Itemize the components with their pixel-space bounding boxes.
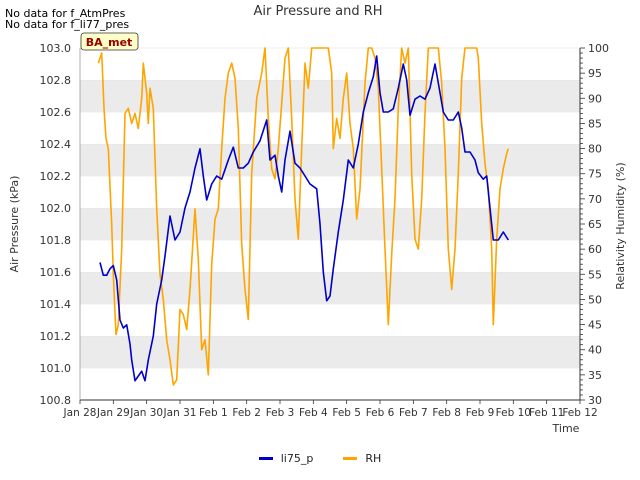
grid-band <box>80 272 580 304</box>
x-tick-label: Feb 8 <box>432 407 461 419</box>
x-tick-label: Feb 12 <box>562 407 597 419</box>
left-tick-label: 101.2 <box>40 330 72 343</box>
right-tick-label: 100 <box>588 42 609 55</box>
x-axis-label: Time <box>552 422 580 435</box>
x-tick-label: Feb 2 <box>232 407 261 419</box>
left-tick-label: 102.0 <box>40 202 72 215</box>
right-tick-label: 45 <box>588 319 602 332</box>
left-axis-label: Air Pressure (kPa) <box>8 176 21 273</box>
grid-band <box>80 304 580 336</box>
right-tick-label: 35 <box>588 369 602 382</box>
grid-band <box>80 112 580 144</box>
right-tick-label: 65 <box>588 218 602 231</box>
grid-band <box>80 80 580 112</box>
x-tick-label: Feb 4 <box>299 407 328 419</box>
x-tick-label: Feb 9 <box>466 407 495 419</box>
right-tick-label: 50 <box>588 293 602 306</box>
right-tick-label: 55 <box>588 268 602 281</box>
left-tick-label: 102.8 <box>40 74 72 87</box>
left-tick-label: 101.6 <box>40 266 72 279</box>
grid-band <box>80 240 580 272</box>
legend-item-rh: RH <box>343 452 381 465</box>
legend-swatch-rh <box>343 457 358 460</box>
x-tick-label: Feb 6 <box>366 407 395 419</box>
background-bands <box>80 47 580 400</box>
right-tick-label: 75 <box>588 168 602 181</box>
x-tick-label: Feb 11 <box>529 407 564 419</box>
series-line-pressure <box>99 55 509 382</box>
left-tick-label: 102.6 <box>40 106 72 119</box>
right-tick-label: 90 <box>588 92 602 105</box>
x-tick-label: Feb 5 <box>332 407 361 419</box>
right-tick-label: 30 <box>588 394 602 407</box>
right-tick-label: 60 <box>588 243 602 256</box>
left-tick-label: 102.4 <box>40 138 72 151</box>
station-badge: BA_met <box>80 32 139 51</box>
right-tick-label: 95 <box>588 67 602 80</box>
x-tick-label: Feb 1 <box>199 407 228 419</box>
x-tick-label: Feb 7 <box>399 407 428 419</box>
left-tick-label: 102.2 <box>40 170 72 183</box>
no-data-note-atmpres: No data for f_AtmPres <box>5 7 126 20</box>
legend: li75_p RH <box>0 452 640 465</box>
right-axis-ticks: 30 35 40 45 50 55 60 65 70 75 80 85 90 95 100 <box>580 42 609 407</box>
x-axis-ticks: Jan 28 Jan 29 Jan 30 Jan 31 Feb 1 Feb 2 Feb 3 F… <box>63 400 598 419</box>
grid-band <box>80 336 580 368</box>
station-badge-label: BA_met <box>86 36 133 49</box>
series-line-rh <box>97 47 510 386</box>
left-tick-label: 103.0 <box>40 42 72 55</box>
x-tick-label: Jan 30 <box>129 407 163 419</box>
legend-label-pressure: li75_p <box>280 452 314 465</box>
no-data-note-li77: No data for f_li77_pres <box>5 18 130 31</box>
right-tick-label: 80 <box>588 143 602 156</box>
right-tick-label: 40 <box>588 344 602 357</box>
x-tick-label: Jan 31 <box>163 407 197 419</box>
left-tick-label: 100.8 <box>40 394 72 407</box>
left-tick-label: 101.4 <box>40 298 72 311</box>
legend-label-rh: RH <box>365 452 382 465</box>
x-tick-label: Feb 3 <box>266 407 295 419</box>
right-axis-label: Relativity Humidity (%) <box>614 162 627 289</box>
series-layer <box>97 47 510 386</box>
x-tick-label: Feb 10 <box>496 407 531 419</box>
grid-band <box>80 144 580 176</box>
right-tick-label: 70 <box>588 193 602 206</box>
chart-title: Air Pressure and RH <box>253 4 382 19</box>
left-tick-label: 101.8 <box>40 234 72 247</box>
left-axis-ticks: 100.8 101.0 101.2 101.4 101.6 101.8 102.0 102.2… <box>40 42 72 407</box>
right-tick-label: 85 <box>588 117 602 130</box>
legend-item-pressure: li75_p <box>258 452 314 465</box>
grid-band <box>80 368 580 400</box>
left-tick-label: 101.0 <box>40 362 72 375</box>
legend-swatch-pressure <box>258 457 273 460</box>
x-tick-label: Jan 29 <box>96 407 130 419</box>
grid-band <box>80 176 580 208</box>
x-tick-label: Jan 28 <box>63 407 97 419</box>
